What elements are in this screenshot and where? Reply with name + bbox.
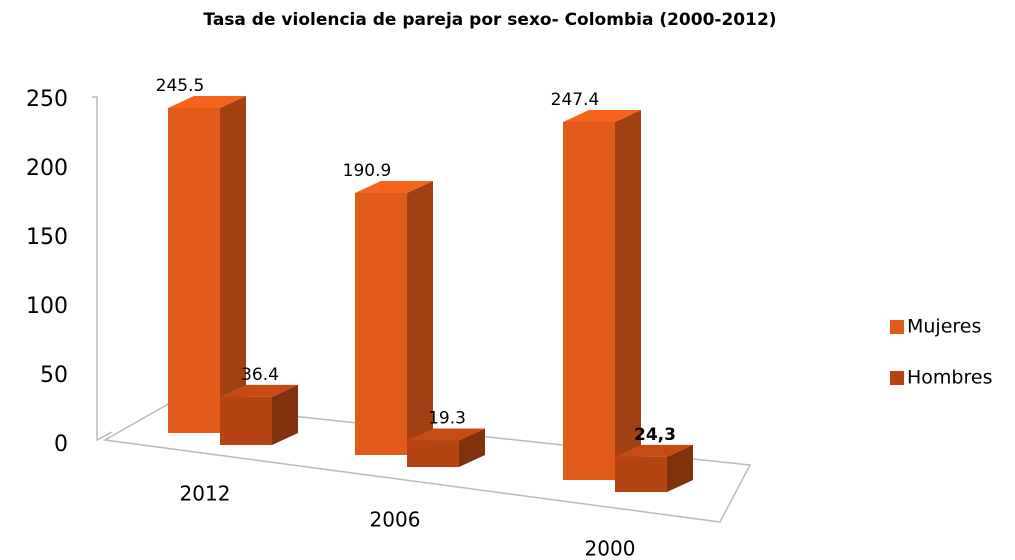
y-tick-label: 0 bbox=[54, 432, 68, 457]
bar-side bbox=[272, 384, 298, 445]
bar-side bbox=[407, 181, 433, 455]
value-label: 245.5 bbox=[156, 76, 205, 96]
value-label: 24,3 bbox=[634, 425, 676, 445]
legend-label: Hombres bbox=[907, 367, 992, 389]
y-tick-label: 150 bbox=[26, 225, 68, 250]
legend-label: Mujeres bbox=[907, 316, 981, 338]
y-tick-label: 200 bbox=[26, 156, 68, 181]
bar bbox=[563, 122, 615, 480]
bar-top bbox=[168, 96, 246, 108]
x-tick-label: 2000 bbox=[585, 537, 636, 560]
bar bbox=[220, 396, 272, 445]
bar bbox=[615, 456, 667, 492]
legend-swatch bbox=[890, 371, 904, 385]
bar-top bbox=[355, 181, 433, 193]
floor bbox=[102, 402, 752, 523]
bar-side bbox=[667, 444, 693, 492]
value-label: 19.3 bbox=[428, 409, 466, 429]
x-tick-label: 2006 bbox=[370, 508, 421, 532]
y-tick-label: 50 bbox=[40, 363, 68, 388]
value-label: 190.9 bbox=[343, 161, 392, 181]
value-label: 247.4 bbox=[551, 90, 600, 110]
y-tick-label: 100 bbox=[26, 294, 68, 319]
bar-side bbox=[615, 110, 641, 480]
chart-title: Tasa de violencia de pareja por sexo- Co… bbox=[203, 10, 776, 30]
bar-side bbox=[459, 428, 485, 467]
x-tick-label: 2012 bbox=[180, 482, 231, 506]
value-label: 36.4 bbox=[241, 365, 279, 385]
bar bbox=[168, 108, 220, 433]
axis-wall bbox=[92, 96, 113, 442]
legend-swatch bbox=[890, 320, 904, 334]
y-tick-label: 250 bbox=[26, 87, 68, 112]
bar bbox=[407, 440, 459, 467]
bar bbox=[355, 193, 407, 455]
bar-top bbox=[220, 384, 298, 397]
bar-top bbox=[615, 444, 693, 457]
bar-side bbox=[220, 96, 246, 433]
bar-top bbox=[563, 110, 641, 122]
bar-top bbox=[407, 428, 485, 441]
